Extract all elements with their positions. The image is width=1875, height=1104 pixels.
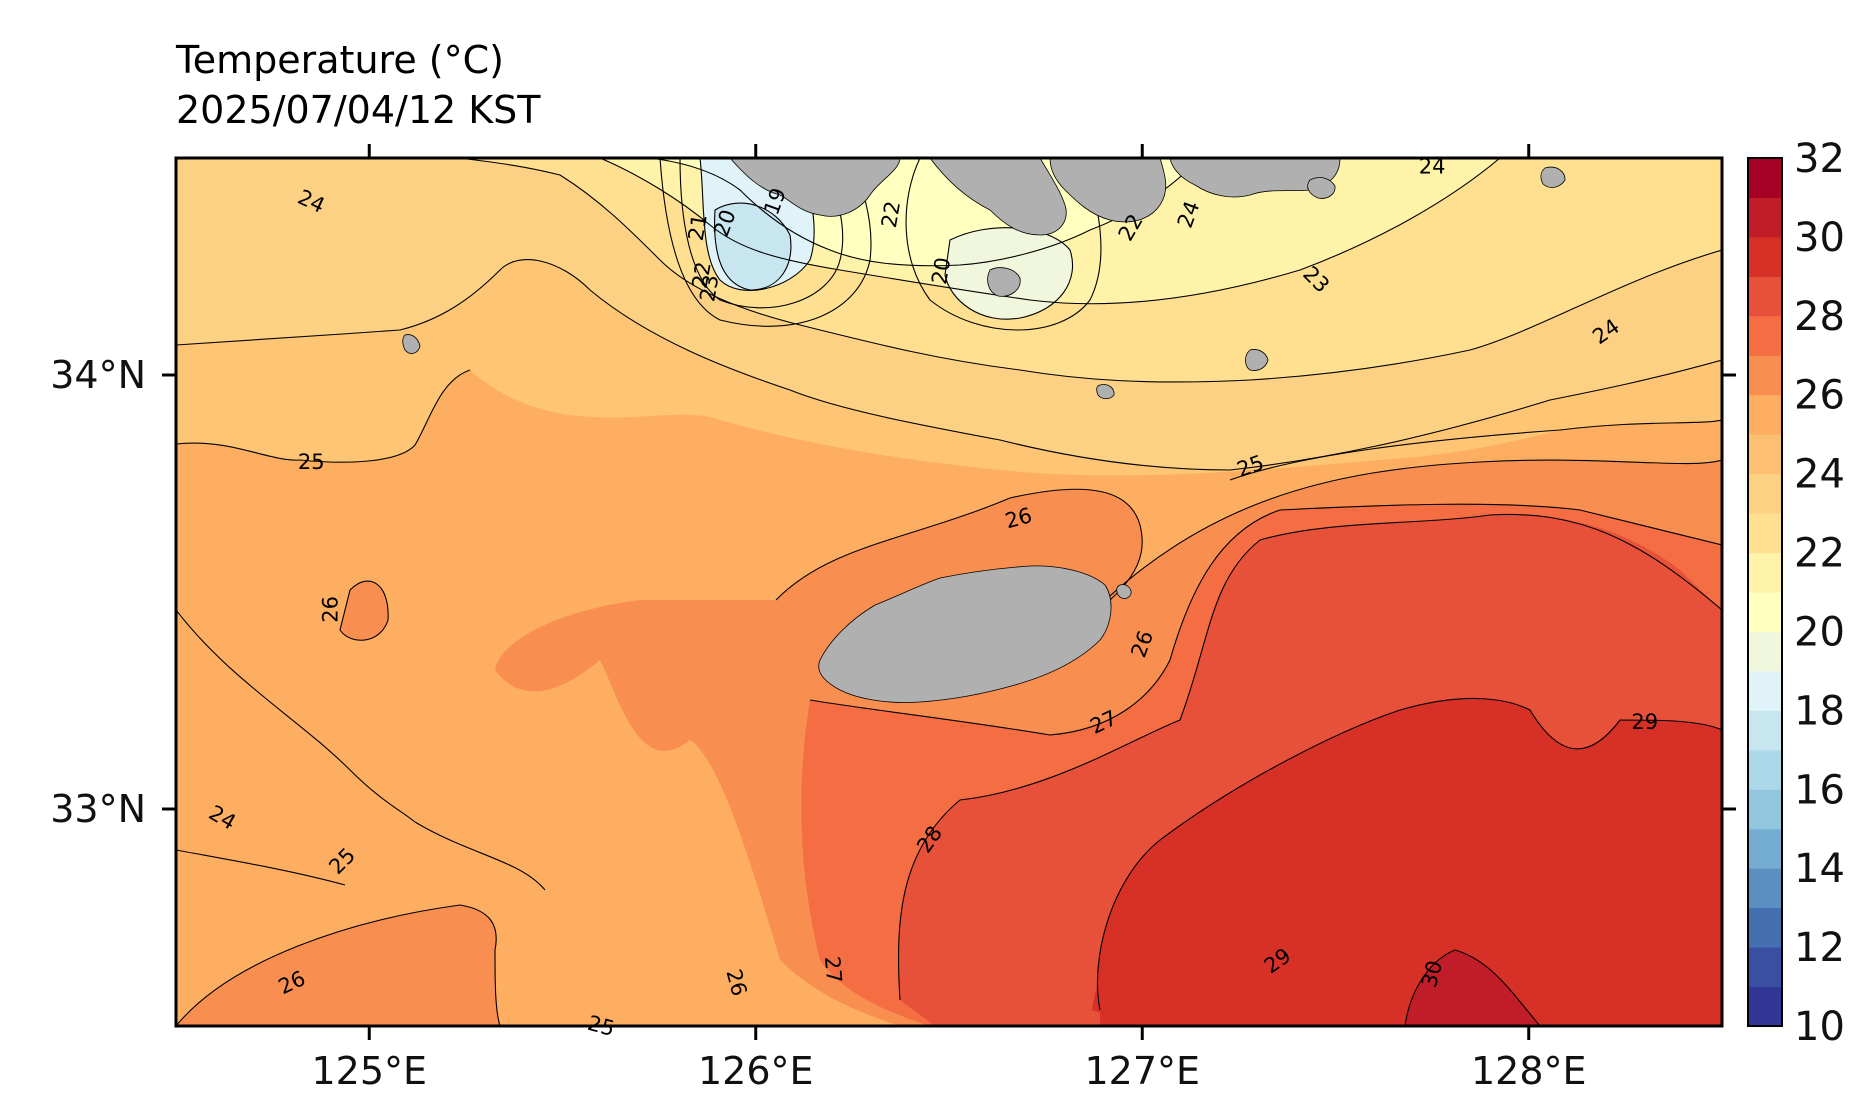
contour-label-text: 27 <box>820 955 846 984</box>
colorbar-tick-label: 30 <box>1794 215 1845 261</box>
contour-label: 22 <box>877 199 905 229</box>
lon-tick-label: 128°E <box>1471 1049 1587 1093</box>
colorbar-swatch <box>1748 947 1782 988</box>
colorbar-tick-label: 10 <box>1794 1004 1845 1050</box>
colorbar-swatch <box>1748 789 1782 830</box>
land-island-d <box>1096 384 1115 400</box>
colorbar-frame <box>1747 157 1783 1027</box>
colorbar-tick-label: 14 <box>1794 846 1845 892</box>
contour-label: 23 <box>695 273 723 303</box>
contour-label-text: 26 <box>319 596 343 623</box>
colorbar-swatch <box>1748 670 1782 711</box>
contour-label-text: 22 <box>688 260 716 290</box>
colorbar-swatch <box>1748 197 1782 238</box>
colorbar-tick-label: 18 <box>1794 688 1845 734</box>
colorbar-swatch <box>1748 710 1782 751</box>
longitude-axis: 125°E 126°E 127°E 128°E <box>311 144 1587 1093</box>
land-island-e <box>402 334 421 354</box>
colorbar-swatch <box>1748 355 1782 396</box>
map-title-time: 2025/07/04/12 KST <box>176 88 541 132</box>
temperature-band-26-west <box>340 581 389 641</box>
colorbar-swatch <box>1748 828 1782 869</box>
colorbar-swatch <box>1748 434 1782 475</box>
colorbar-swatch <box>1748 394 1782 435</box>
land-southwest-coast <box>729 158 901 217</box>
land-jeju-island <box>818 565 1112 703</box>
contour-label-text: 22 <box>877 199 905 229</box>
land-south-coast <box>929 158 1067 236</box>
contour-label: 21 <box>684 212 712 242</box>
lat-tick-label: 34°N <box>50 353 146 397</box>
contour-label: 22 <box>688 260 716 290</box>
contour-label-text: 21 <box>684 212 712 242</box>
lon-tick-label: 125°E <box>311 1049 427 1093</box>
contour-label: 26 <box>319 596 343 623</box>
lon-tick-label: 127°E <box>1084 1049 1200 1093</box>
colorbar-tick-label: 20 <box>1794 609 1845 655</box>
contour-label-text: 20 <box>927 256 955 286</box>
contour-label-text: 23 <box>695 273 723 303</box>
colorbar-swatch <box>1748 513 1782 554</box>
contour-label: 25 <box>298 450 325 474</box>
colorbar-swatch <box>1748 236 1782 277</box>
latitude-axis: 33°N 34°N <box>50 353 1736 831</box>
colorbar-swatch <box>1748 158 1782 198</box>
land-island-g <box>1116 584 1132 600</box>
colorbar-swatch <box>1748 907 1782 948</box>
colorbar-tick-label: 26 <box>1794 373 1845 419</box>
colorbar: 10 12 14 16 18 20 22 24 26 28 30 32 <box>1747 136 1845 1050</box>
land-island-f <box>1540 166 1566 188</box>
land-islands-center <box>1049 158 1167 223</box>
lon-tick-label: 126°E <box>698 1049 814 1093</box>
contour-label-text: 29 <box>1631 710 1658 734</box>
temperature-band-18-west <box>714 203 791 290</box>
colorbar-tick-label: 28 <box>1794 294 1845 340</box>
colorbar-tick-label: 24 <box>1794 452 1845 498</box>
temperature-band-29-tongue <box>1092 864 1333 1016</box>
colorbar-tick-label: 22 <box>1794 531 1845 577</box>
colorbar-swatch <box>1748 315 1782 356</box>
land-masses <box>402 158 1566 703</box>
contour-label: 20 <box>927 256 955 286</box>
colorbar-swatch <box>1748 749 1782 790</box>
land-island-a <box>987 267 1021 297</box>
colorbar-tick-label: 12 <box>1794 925 1845 971</box>
colorbar-swatch <box>1748 473 1782 514</box>
colorbar-swatch <box>1748 552 1782 593</box>
map-title-variable: Temperature (°C) <box>176 38 504 82</box>
contour-lines <box>176 158 1722 1026</box>
contour-label: 27 <box>820 955 846 984</box>
temperature-field <box>176 158 1722 1026</box>
land-island-c <box>1245 349 1269 371</box>
colorbar-swatch <box>1748 631 1782 672</box>
contour-label: 29 <box>1631 710 1658 734</box>
colorbar-swatch <box>1748 868 1782 909</box>
colorbar-tick-label: 16 <box>1794 767 1845 813</box>
temperature-band-30 <box>1405 950 1540 1026</box>
temperature-band-26-southwest <box>176 905 500 1026</box>
colorbar-swatch <box>1748 986 1782 1027</box>
map-frame <box>174 156 1724 1028</box>
lat-tick-label: 33°N <box>50 787 146 831</box>
land-island-b <box>1307 177 1336 199</box>
colorbar-swatch <box>1748 276 1782 317</box>
colorbar-swatch <box>1748 592 1782 632</box>
colorbar-tick-label: 32 <box>1794 136 1845 182</box>
contour-label-text: 25 <box>298 450 325 474</box>
